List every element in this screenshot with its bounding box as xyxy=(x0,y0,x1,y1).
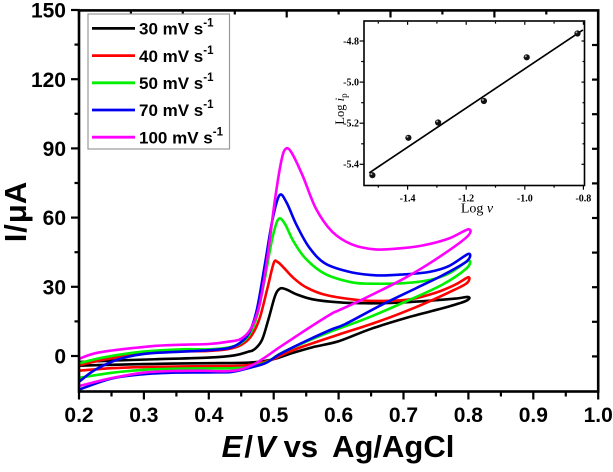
svg-text:Log ν: Log ν xyxy=(461,202,494,217)
svg-text:30 mV s-1: 30 mV s-1 xyxy=(139,18,214,39)
svg-text:I/μA: I/μA xyxy=(0,182,33,243)
svg-text:-5.0: -5.0 xyxy=(343,77,359,88)
svg-text:0.6: 0.6 xyxy=(324,404,353,427)
svg-text:70 mV s-1: 70 mV s-1 xyxy=(139,99,214,120)
svg-text:-0.8: -0.8 xyxy=(575,194,591,205)
svg-text:50 mV s-1: 50 mV s-1 xyxy=(139,72,214,93)
svg-text:-4.8: -4.8 xyxy=(343,36,359,47)
svg-text:150: 150 xyxy=(31,0,66,23)
svg-text:0.2: 0.2 xyxy=(64,404,93,427)
svg-text:-1.0: -1.0 xyxy=(517,194,533,205)
svg-text:0.4: 0.4 xyxy=(194,404,224,427)
svg-text:-1.4: -1.4 xyxy=(400,194,416,205)
svg-text:0.8: 0.8 xyxy=(454,404,484,427)
svg-text:Log ip: Log ip xyxy=(333,93,349,125)
svg-text:100 mV s-1: 100 mV s-1 xyxy=(139,126,224,147)
svg-text:90: 90 xyxy=(43,138,66,161)
svg-text:0.3: 0.3 xyxy=(129,404,158,427)
svg-text:1.0: 1.0 xyxy=(584,404,613,427)
svg-text:30: 30 xyxy=(43,276,66,299)
svg-text:0.9: 0.9 xyxy=(519,404,548,427)
svg-text:0.5: 0.5 xyxy=(259,404,289,427)
svg-text:120: 120 xyxy=(31,69,66,92)
svg-text:-5.2: -5.2 xyxy=(343,119,359,130)
svg-text:0.7: 0.7 xyxy=(389,404,418,427)
svg-text:60: 60 xyxy=(43,207,66,230)
svg-text:-1.2: -1.2 xyxy=(458,194,474,205)
svg-text:0: 0 xyxy=(54,346,66,369)
svg-text:-5.4: -5.4 xyxy=(343,160,359,171)
svg-text:40 mV s-1: 40 mV s-1 xyxy=(139,45,214,66)
